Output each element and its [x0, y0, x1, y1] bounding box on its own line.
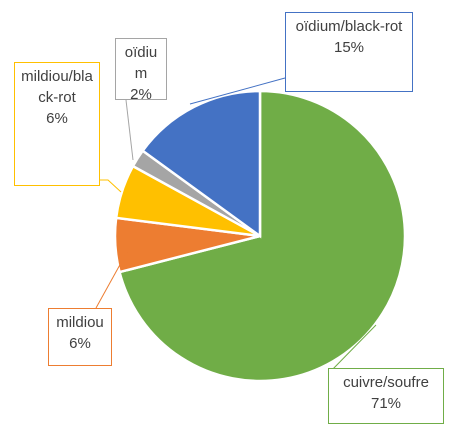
leader-line [95, 251, 128, 309]
pie-slice [118, 89, 407, 383]
leader-line [100, 179, 122, 193]
data-label: oïdium 2% [115, 38, 167, 103]
data-label: oïdium/black-rot 15% [285, 12, 413, 92]
leader-line [189, 77, 286, 105]
data-label: mildiou/black-rot 6% [14, 62, 100, 186]
label-value: 2% [130, 86, 152, 103]
label-value: 71% [370, 395, 402, 412]
label-value: 15% [333, 39, 365, 56]
data-label: cuivre/soufre 71% [328, 368, 444, 424]
label-name: cuivre/soufre [343, 374, 429, 391]
label-value: 6% [46, 110, 68, 127]
pie-slice [140, 89, 262, 239]
label-name: oïdium/black-rot [295, 18, 403, 35]
label-value: 6% [69, 335, 91, 352]
label-name: oïdium [124, 44, 158, 82]
leader-line [125, 99, 134, 161]
leader-line [329, 324, 377, 373]
label-name: mildiou/black-rot [21, 68, 93, 106]
data-label: mildiou 6% [48, 308, 112, 366]
label-name: mildiou [56, 314, 104, 331]
